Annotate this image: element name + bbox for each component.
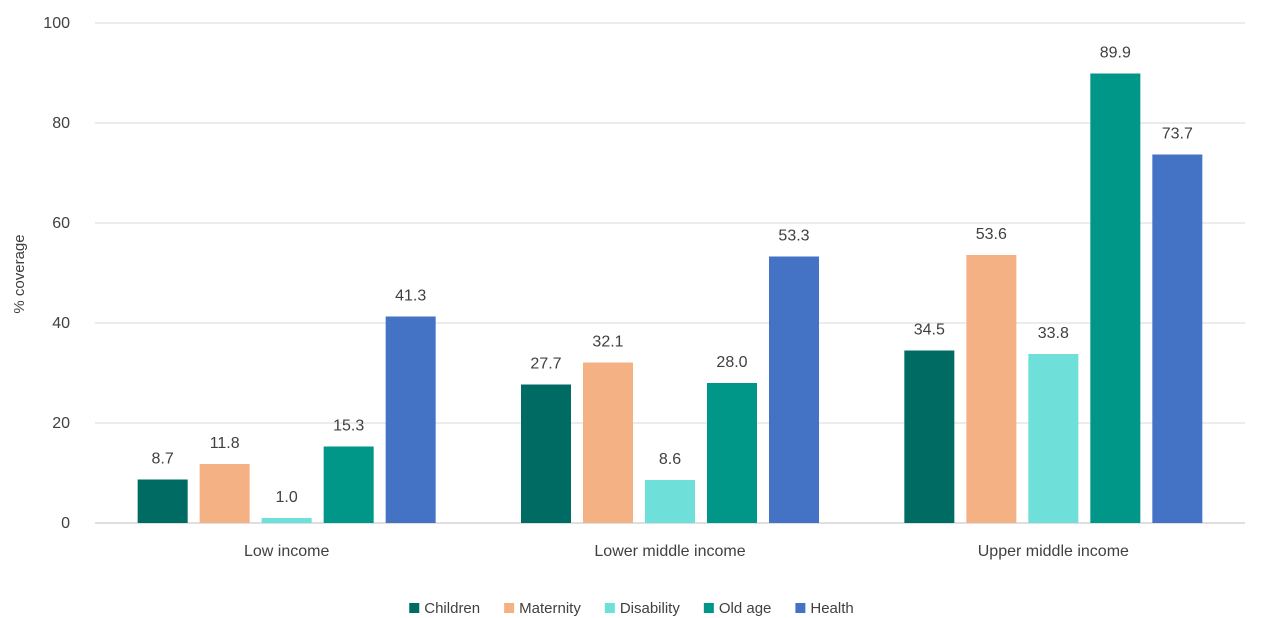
y-tick-label: 80 [52,115,70,132]
data-labels: 8.7 11.8 1.0 15.3 41.3 27.7 32.1 8.6 28.0 53.3 34.… [152,45,1193,507]
y-axis-label: % coverage [11,234,28,313]
y-tick-label: 0 [61,515,70,532]
data-label: 1.0 [276,489,298,506]
data-label: 28.0 [716,354,747,371]
bar-disability [261,518,312,523]
data-label: 11.8 [210,435,240,452]
bar-disability [645,480,695,523]
data-label: 15.3 [333,418,364,435]
y-tick-label: 40 [52,315,70,332]
data-label: 41.3 [395,288,426,305]
data-label: 34.5 [914,322,945,339]
legend-swatch [795,603,806,613]
legend-item: Old age [703,600,772,617]
data-label: 27.7 [530,356,561,373]
bar-children [904,350,955,523]
legend-item: Children [409,600,480,617]
y-tick-label: 100 [43,15,70,32]
bar-health [1152,154,1203,523]
data-label: 73.7 [1162,126,1193,143]
y-axis-ticks: 0 20 40 60 80 100 [43,15,70,532]
y-tick-label: 20 [52,415,70,432]
legend-item: Health [795,600,854,617]
bar-disability [1028,354,1079,523]
legend-item: Maternity [504,600,581,617]
legend-item: Disability [604,600,681,617]
data-label: 8.6 [659,451,681,468]
legend-label: Health [810,600,853,617]
bar-old-age [707,383,757,523]
legend-label: Children [424,600,480,617]
bars [137,73,1203,523]
bar-children [521,384,571,523]
legend-swatch [504,603,515,613]
bar-health [385,316,436,523]
legend-swatch [409,603,420,613]
legend-swatch [703,603,714,613]
bar-maternity [199,464,250,523]
category-label: Upper middle income [978,543,1129,560]
data-label: 53.3 [778,228,809,245]
data-label: 89.9 [1100,45,1131,62]
data-label: 33.8 [1038,325,1069,342]
legend-label: Old age [719,600,772,617]
legend-label: Disability [620,600,681,617]
category-label: Lower middle income [594,543,745,560]
legend-swatch [604,603,615,613]
bar-children [137,479,188,523]
y-tick-label: 60 [52,215,70,232]
bar-health [769,256,819,523]
bar-maternity [583,362,633,523]
data-label: 53.6 [976,226,1007,243]
bar-old-age [1090,73,1141,523]
legend-label: Maternity [519,600,581,617]
category-labels: Low income Lower middle income Upper middl… [244,543,1129,560]
bar-old-age [323,446,374,523]
bar-maternity [966,255,1017,523]
data-label: 8.7 [152,451,174,468]
data-label: 32.1 [592,334,623,351]
category-label: Low income [244,543,329,560]
legend: Children Maternity Disability Old age Health [409,600,854,617]
